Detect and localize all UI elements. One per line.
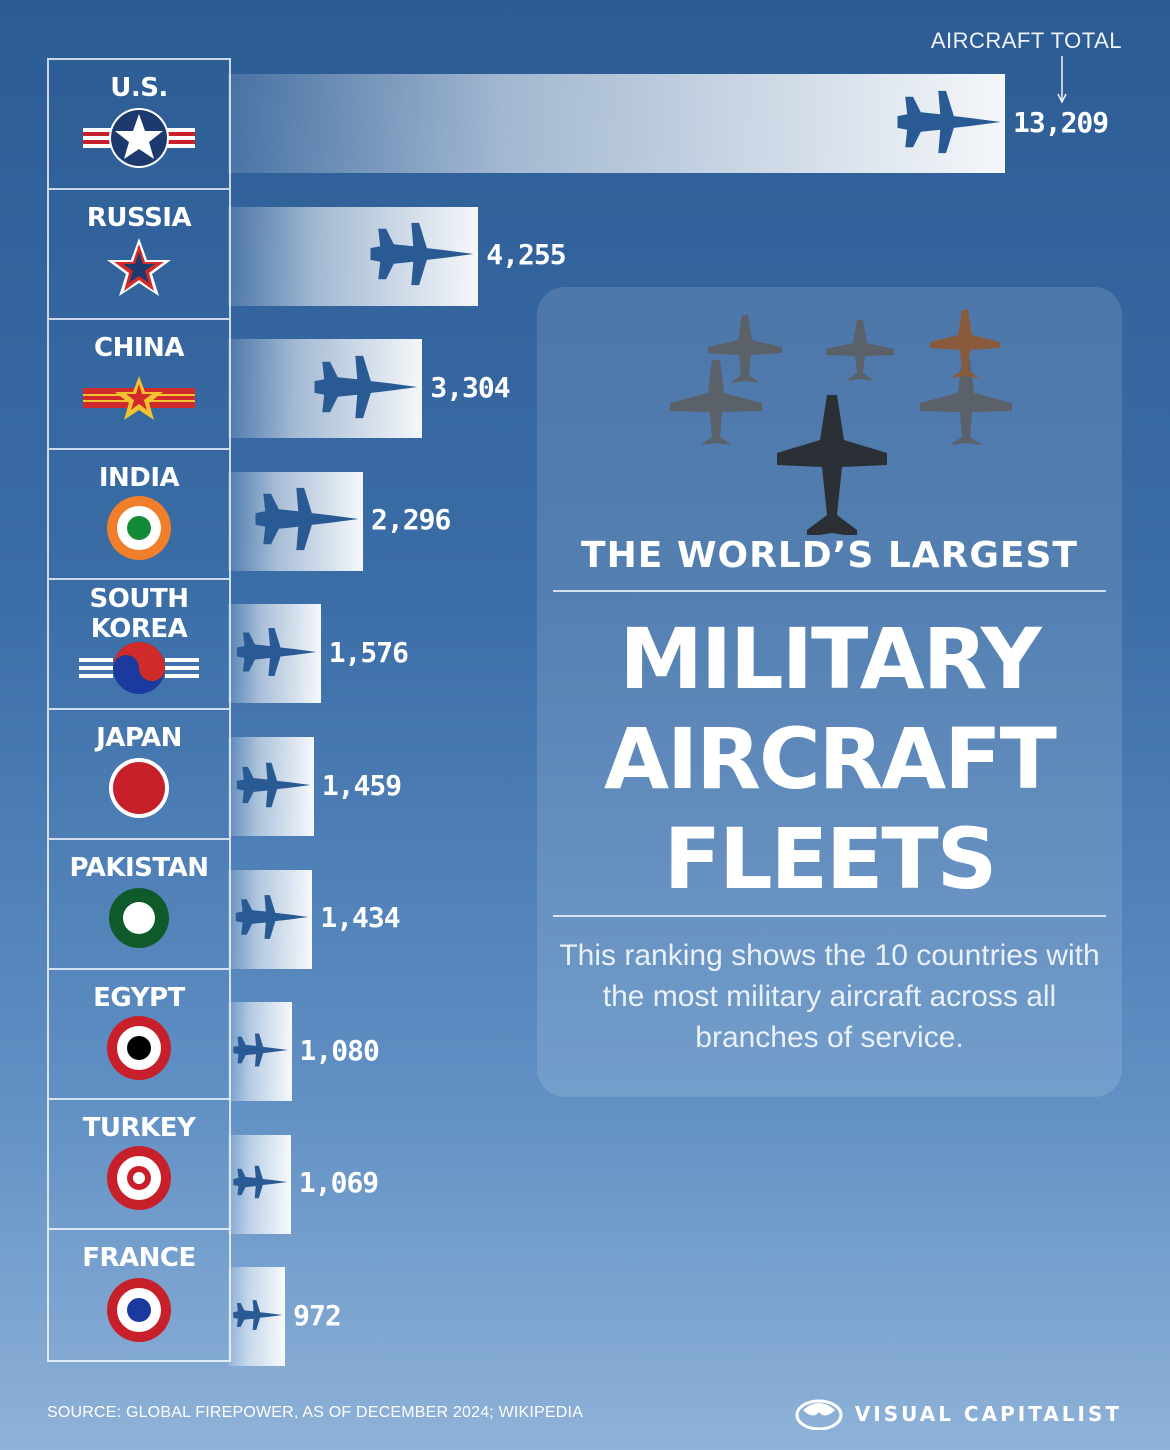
bar — [228, 206, 479, 306]
panel-description: This ranking shows the 10 countries with… — [559, 939, 1100, 1054]
title-line-fleets: FLEETS — [663, 810, 997, 908]
country-cell: TURKEY — [49, 1100, 229, 1230]
visual-capitalist-logo-icon — [795, 1399, 843, 1430]
fighter-jet-icon — [232, 1296, 283, 1337]
country-name: CHINA — [94, 333, 184, 363]
egypt-roundel-icon — [79, 1016, 199, 1084]
bar-value-label: 1,080 — [299, 1033, 380, 1067]
bar — [228, 1267, 286, 1367]
china-roundel-icon — [79, 366, 199, 434]
bar — [228, 604, 321, 704]
country-column: U.S. RUSSIA CHINA INDIA SOUTH KOREA JAPAN PAKI… — [47, 58, 231, 1362]
country-name: PAKISTAN — [69, 853, 209, 883]
bar — [228, 1134, 291, 1234]
bar — [228, 74, 1005, 173]
bar — [228, 471, 364, 571]
fighter-jet-icon — [895, 83, 1003, 165]
aircraft-total-header: AIRCRAFT TOTAL — [930, 28, 1122, 53]
country-cell: RUSSIA — [49, 190, 229, 320]
country-cell: PAKISTAN — [49, 840, 229, 970]
country-name: U.S. — [110, 73, 168, 103]
fighter-jet-icon — [232, 1029, 289, 1074]
title-panel: THE WORLD’S LARGEST MILITARY AIRCRAFT FL… — [537, 287, 1122, 1097]
country-name: TURKEY — [82, 1113, 196, 1143]
panel-title: MILITARY AIRCRAFT FLEETS — [537, 609, 1122, 909]
fighter-jet-icon — [368, 215, 476, 297]
divider — [553, 590, 1106, 592]
bar — [228, 737, 314, 836]
country-cell: FRANCE — [49, 1230, 229, 1360]
fighter-jet-icon — [235, 622, 318, 686]
fighter-jet-icon — [312, 348, 420, 430]
france-roundel-icon — [79, 1278, 199, 1346]
russia-star-icon — [79, 236, 199, 304]
pakistan-roundel-icon — [79, 886, 199, 954]
title-line-aircraft: AIRCRAFT — [604, 710, 1057, 808]
fighter-jet-icon — [253, 480, 361, 562]
down-arrow-icon — [1057, 56, 1067, 104]
us-roundel-icon — [79, 106, 199, 174]
brand-logo: VISUAL CAPITALIST — [795, 1398, 1122, 1430]
country-name: SOUTH KOREA — [89, 584, 189, 644]
fighter-jet-icon — [234, 890, 310, 949]
panel-kicker: THE WORLD’S LARGEST — [581, 535, 1078, 576]
source-note: SOURCE: GLOBAL FIREPOWER, AS OF DECEMBER… — [47, 1404, 584, 1421]
bar-value-label: 3,304 — [430, 370, 510, 404]
turkey-roundel-icon — [79, 1146, 199, 1214]
bar-value-label: 972 — [293, 1298, 342, 1332]
bar-value-label: 1,069 — [298, 1166, 379, 1200]
bar-value-label: 1,576 — [328, 635, 409, 669]
title-line-military: MILITARY — [619, 610, 1041, 708]
country-cell: JAPAN — [49, 710, 229, 840]
country-cell: INDIA — [49, 450, 229, 580]
country-cell: SOUTH KOREA — [49, 580, 229, 710]
brand-name: VISUAL CAPITALIST — [854, 1402, 1122, 1426]
bar — [228, 1002, 292, 1102]
bar-value-label: 1,459 — [321, 768, 402, 802]
bar — [228, 339, 423, 439]
country-cell: CHINA — [49, 320, 229, 450]
india-roundel-icon — [79, 496, 199, 564]
country-cell: U.S. — [49, 60, 229, 190]
country-cell: EGYPT — [49, 970, 229, 1100]
bar-value-label: 2,296 — [371, 503, 451, 537]
country-name: JAPAN — [96, 723, 182, 753]
fighter-jet-icon — [235, 757, 312, 817]
bar-value-label: 4,255 — [486, 238, 566, 272]
divider — [553, 915, 1106, 917]
country-name: FRANCE — [82, 1243, 196, 1273]
bar — [228, 869, 313, 969]
bar-chart: 13,209 4,255 3,304 2,296 1,576 1,459 1,434 1,08… — [228, 58, 1128, 1378]
bar-value-label: 13,209 — [1013, 105, 1109, 139]
japan-roundel-icon — [79, 756, 199, 824]
country-name: INDIA — [98, 463, 180, 493]
fighter-jet-icon — [232, 1162, 289, 1207]
bar-value-label: 1,434 — [320, 901, 400, 935]
fighter-jets-formation-image — [670, 310, 1012, 535]
country-name: EGYPT — [93, 983, 185, 1013]
country-name: RUSSIA — [86, 203, 192, 233]
korea-roundel-icon — [79, 636, 199, 704]
